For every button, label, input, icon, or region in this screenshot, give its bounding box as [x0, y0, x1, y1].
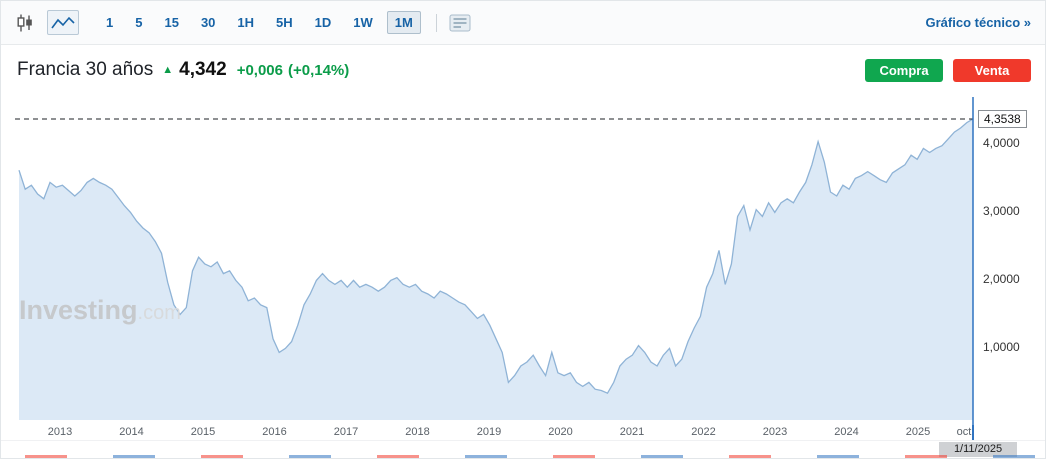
timeframe-5[interactable]: 5 [127, 11, 150, 34]
cutoff-ticker-segment [465, 455, 507, 458]
x-axis-label: 2016 [262, 426, 287, 438]
timeframe-30[interactable]: 30 [193, 11, 223, 34]
price-chart[interactable]: Investing.com 4,0000 3,0000 2,0000 1,0000 4… [1, 95, 1045, 425]
timeframe-1D[interactable]: 1D [307, 11, 340, 34]
candlestick-chart-icon[interactable] [15, 13, 35, 33]
x-axis-label: 2014 [119, 426, 144, 438]
x-axis-label: oct [956, 426, 972, 438]
trade-buttons: Compra Venta [865, 58, 1031, 82]
cutoff-ticker-segment [641, 455, 683, 458]
x-axis-label: 2018 [405, 426, 430, 438]
x-axis: 2013 2014 2015 2016 2017 2018 2019 2020 2021 2022… [1, 425, 1045, 440]
cutoff-ticker-segment [817, 455, 859, 458]
cutoff-ticker-segment [553, 455, 595, 458]
x-axis-label: 2015 [190, 426, 216, 438]
timeframe-1H[interactable]: 1H [229, 11, 262, 34]
cutoff-ticker-segment [289, 455, 331, 458]
change-percent: (+0,14%) [287, 61, 350, 79]
line-chart-icon[interactable] [47, 10, 79, 35]
indicators-icon[interactable] [449, 14, 471, 32]
cursor-date-tag: 1/11/2025 [939, 442, 1017, 457]
x-axis-label: 2019 [476, 426, 502, 438]
x-axis-label: 2013 [47, 426, 73, 438]
price-change: +0,006 (+0,14%) [237, 62, 350, 79]
sell-button[interactable]: Venta [953, 58, 1031, 82]
watermark-light: .com [137, 302, 181, 324]
toolbar-divider [435, 13, 437, 32]
arrow-up-icon: ▲ [162, 64, 174, 76]
current-time-line-extension [972, 425, 974, 440]
timeframe-5H[interactable]: 5H [268, 11, 301, 34]
current-price-tag: 4,3538 [978, 109, 1027, 128]
timeframe-1M[interactable]: 1M [386, 11, 421, 34]
chart-toolbar: 1 5 15 30 1H 5H 1D 1W 1M Gráfico técnico » [1, 1, 1045, 45]
instrument-title: Francia 30 años [17, 59, 154, 80]
last-price: 4,342 [179, 59, 227, 80]
area-series [19, 118, 973, 421]
x-axis-label: 2024 [834, 426, 859, 438]
x-axis-label: 2023 [762, 426, 788, 438]
chart-canvas[interactable] [1, 95, 1045, 425]
watermark-bold: Investing [19, 295, 138, 325]
cutoff-ticker-segment [201, 455, 243, 458]
cutoff-ticker-row [1, 455, 1045, 458]
x-axis-label: 2020 [548, 426, 573, 438]
x-axis-label: 2021 [619, 426, 645, 438]
timeframe-1[interactable]: 1 [98, 11, 121, 34]
buy-button[interactable]: Compra [865, 58, 943, 82]
timeframe-15[interactable]: 15 [156, 11, 186, 34]
x-axis-label: 2017 [333, 426, 359, 438]
x-axis-label: 2025 [905, 426, 931, 438]
cutoff-ticker-segment [729, 455, 771, 458]
timeframe-1W[interactable]: 1W [345, 11, 381, 34]
cutoff-ticker-segment [993, 455, 1035, 458]
cutoff-ticker-segment [377, 455, 419, 458]
cutoff-ticker-segment [113, 455, 155, 458]
cutoff-ticker-segment [905, 455, 947, 458]
technical-chart-link[interactable]: Gráfico técnico » [925, 15, 1031, 30]
bottom-bar: 1/11/2025 [1, 440, 1045, 458]
change-value: +0,006 [236, 61, 283, 79]
instrument-header: Francia 30 años ▲ 4,342 +0,006 (+0,14%) C… [1, 45, 1045, 95]
x-axis-label: 2022 [691, 426, 716, 438]
timeframe-group: 1 5 15 30 1H 5H 1D 1W 1M [95, 11, 424, 34]
line-series [18, 118, 974, 395]
investing-watermark: Investing.com [19, 295, 181, 326]
cutoff-ticker-segment [25, 455, 67, 458]
